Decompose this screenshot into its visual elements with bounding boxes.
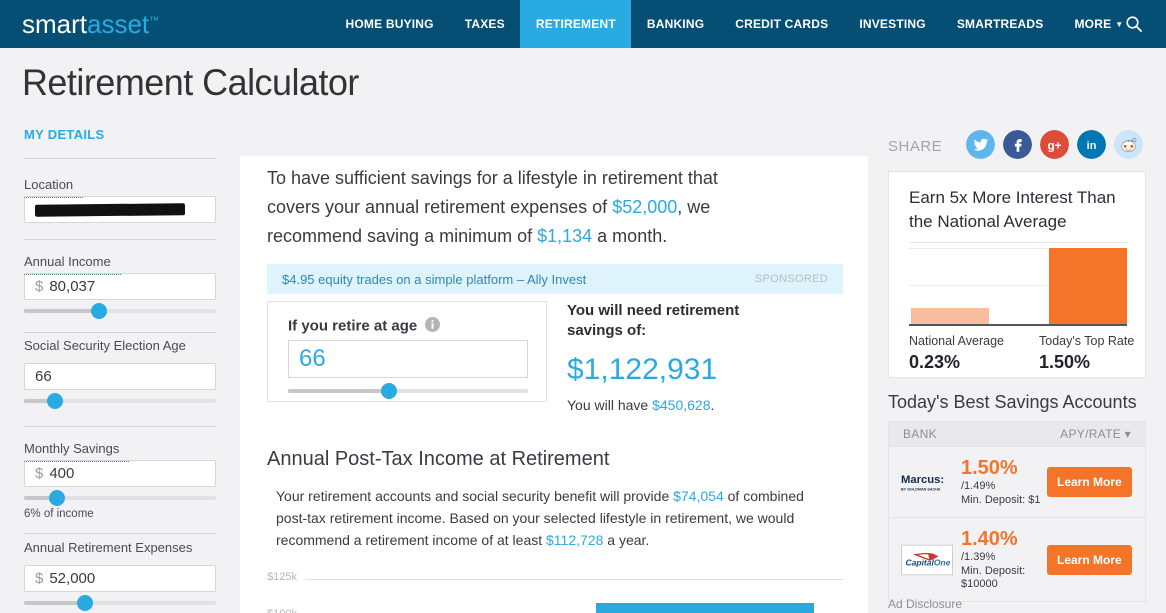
- svg-text:BY GOLDMAN SACHS: BY GOLDMAN SACHS: [901, 488, 941, 492]
- svg-text:CapitalOne: CapitalOne: [905, 557, 950, 567]
- svg-text:g+: g+: [1047, 139, 1061, 152]
- svg-text:Marcus:: Marcus:: [901, 474, 944, 486]
- svg-text:in: in: [1087, 140, 1097, 152]
